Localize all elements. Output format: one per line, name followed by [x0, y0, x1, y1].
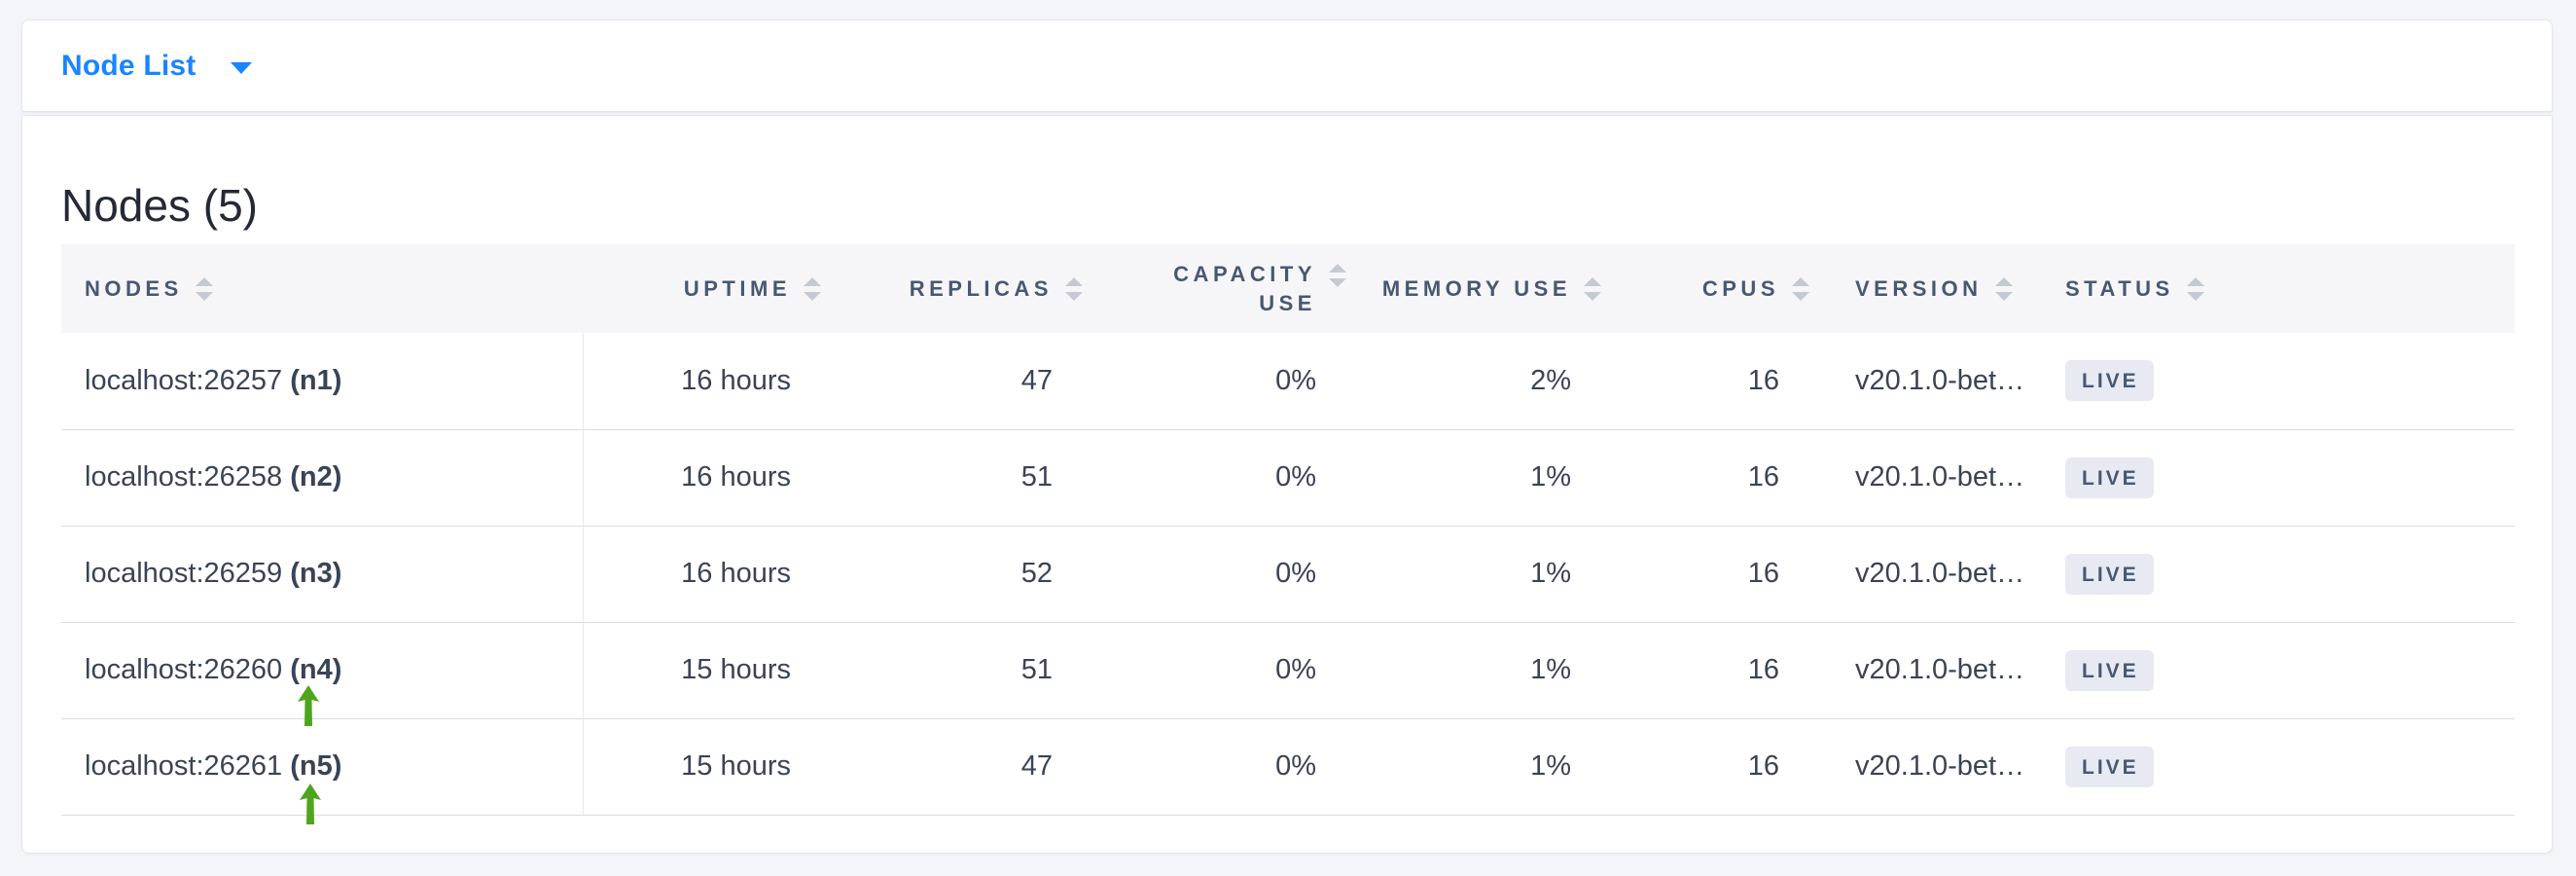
capacity-use-cell: 0% [1090, 622, 1353, 719]
version-cell: v20.1.0-bet… [1816, 526, 2046, 623]
column-header-status[interactable]: STATUS [2046, 244, 2515, 333]
panel-title: Nodes (5) [61, 180, 258, 231]
node-address-cell[interactable]: localhost:26259 (n3) [61, 526, 583, 623]
node-address-cell[interactable]: localhost:26260 (n4) [61, 622, 583, 719]
table-row[interactable]: localhost:26261 (n5) 15 hours 47 0% 1% 1… [61, 718, 2515, 816]
replicas-cell: 47 [828, 718, 1090, 816]
status-badge: LIVE [2065, 456, 2154, 498]
node-address: localhost:26260 [85, 654, 283, 685]
uptime-cell: 16 hours [582, 333, 828, 430]
cpus-cell: 16 [1608, 622, 1816, 719]
version-cell: v20.1.0-bet… [1816, 429, 2046, 527]
node-address-cell[interactable]: localhost:26257 (n1) [61, 333, 583, 430]
column-header-label: REPLICAS [909, 275, 1053, 301]
node-address: localhost:26257 [85, 364, 283, 396]
column-header-version[interactable]: VERSION [1816, 244, 2046, 333]
uptime-cell: 16 hours [582, 526, 828, 623]
node-id: (n4) [290, 654, 342, 685]
sort-icon [1329, 263, 1346, 287]
memory-use-cell: 1% [1353, 718, 1608, 816]
cpus-cell: 16 [1608, 429, 1816, 527]
node-address-cell[interactable]: localhost:26261 (n5) [61, 718, 583, 816]
sort-icon [1994, 276, 2013, 301]
uptime-cell: 16 hours [582, 429, 828, 527]
annotation-arrow-n4-icon [298, 685, 319, 726]
column-header-uptime[interactable]: UPTIME [583, 244, 828, 333]
memory-use-cell: 1% [1353, 622, 1608, 719]
node-id: (n2) [290, 461, 342, 493]
node-id: (n5) [290, 750, 342, 782]
column-header-nodes[interactable]: NODES [61, 244, 583, 333]
status-badge: LIVE [2065, 553, 2154, 595]
cpus-cell: 16 [1608, 718, 1816, 816]
capacity-use-cell: 0% [1090, 526, 1353, 623]
capacity-use-cell: 0% [1090, 718, 1353, 816]
status-cell: LIVE [2046, 718, 2515, 816]
table-row[interactable]: localhost:26258 (n2) 16 hours 51 0% 1% 1… [61, 429, 2515, 527]
version-cell: v20.1.0-bet… [1816, 333, 2046, 430]
status-badge: LIVE [2065, 746, 2154, 787]
capacity-use-cell: 0% [1090, 333, 1353, 430]
column-header-cpus[interactable]: CPUS [1608, 244, 1816, 333]
column-header-label: VERSION [1855, 275, 1983, 301]
nodes-table: NODES UPTIME REPLICAS CAPACITY USE MEMOR… [61, 244, 2515, 816]
node-address: localhost:26259 [85, 558, 283, 589]
cpus-cell: 16 [1608, 526, 1816, 623]
status-badge: LIVE [2065, 649, 2154, 691]
version-cell: v20.1.0-bet… [1816, 718, 2046, 816]
column-header-replicas[interactable]: REPLICAS [828, 244, 1090, 333]
column-header-label: NODES [85, 275, 183, 301]
column-header-label: CPUS [1701, 275, 1779, 301]
sort-icon [2186, 276, 2204, 301]
caret-down-icon [231, 61, 253, 74]
status-badge: LIVE [2065, 360, 2154, 402]
table-row[interactable]: localhost:26260 (n4) 15 hours 51 0% 1% 1… [61, 622, 2515, 719]
memory-use-cell: 1% [1353, 526, 1608, 623]
node-address: localhost:26261 [85, 750, 283, 782]
replicas-cell: 52 [828, 526, 1090, 623]
status-cell: LIVE [2046, 526, 2515, 623]
view-selector-dropdown[interactable]: Node List [21, 19, 2553, 112]
node-address-cell[interactable]: localhost:26258 (n2) [61, 429, 583, 527]
cpus-cell: 16 [1608, 333, 1816, 430]
column-header-capacity-use[interactable]: CAPACITY USE [1090, 244, 1353, 333]
version-cell: v20.1.0-bet… [1816, 622, 2046, 719]
table-header-row: NODES UPTIME REPLICAS CAPACITY USE MEMOR… [61, 244, 2515, 333]
column-header-memory-use[interactable]: MEMORY USE [1353, 244, 1608, 333]
column-header-label: STATUS [2065, 275, 2174, 301]
column-header-label: CAPACITY USE [1173, 261, 1316, 315]
status-cell: LIVE [2046, 333, 2515, 430]
column-header-label: MEMORY USE [1381, 275, 1571, 301]
sort-icon [195, 276, 213, 301]
replicas-cell: 51 [828, 429, 1090, 527]
nodes-panel: Nodes (5) NODES UPTIME REPLICAS CAPACITY… [21, 115, 2553, 854]
uptime-cell: 15 hours [582, 622, 828, 719]
column-header-label: UPTIME [683, 275, 791, 301]
table-row[interactable]: localhost:26259 (n3) 16 hours 52 0% 1% 1… [61, 526, 2515, 623]
status-cell: LIVE [2046, 429, 2515, 527]
node-id: (n1) [290, 364, 342, 396]
sort-icon [1584, 276, 1601, 301]
replicas-cell: 51 [828, 622, 1090, 719]
table-row[interactable]: localhost:26257 (n1) 16 hours 47 0% 2% 1… [61, 333, 2515, 430]
sort-icon [804, 276, 821, 301]
node-id: (n3) [290, 558, 342, 589]
annotation-arrow-n5-icon [300, 784, 321, 824]
sort-icon [1065, 276, 1083, 301]
view-selector-label: Node List [61, 49, 197, 82]
status-cell: LIVE [2046, 622, 2515, 719]
sort-icon [1792, 276, 1809, 301]
node-address: localhost:26258 [85, 461, 283, 493]
replicas-cell: 47 [828, 333, 1090, 430]
uptime-cell: 15 hours [582, 718, 828, 816]
memory-use-cell: 1% [1353, 429, 1608, 527]
memory-use-cell: 2% [1353, 333, 1608, 430]
capacity-use-cell: 0% [1090, 429, 1353, 527]
